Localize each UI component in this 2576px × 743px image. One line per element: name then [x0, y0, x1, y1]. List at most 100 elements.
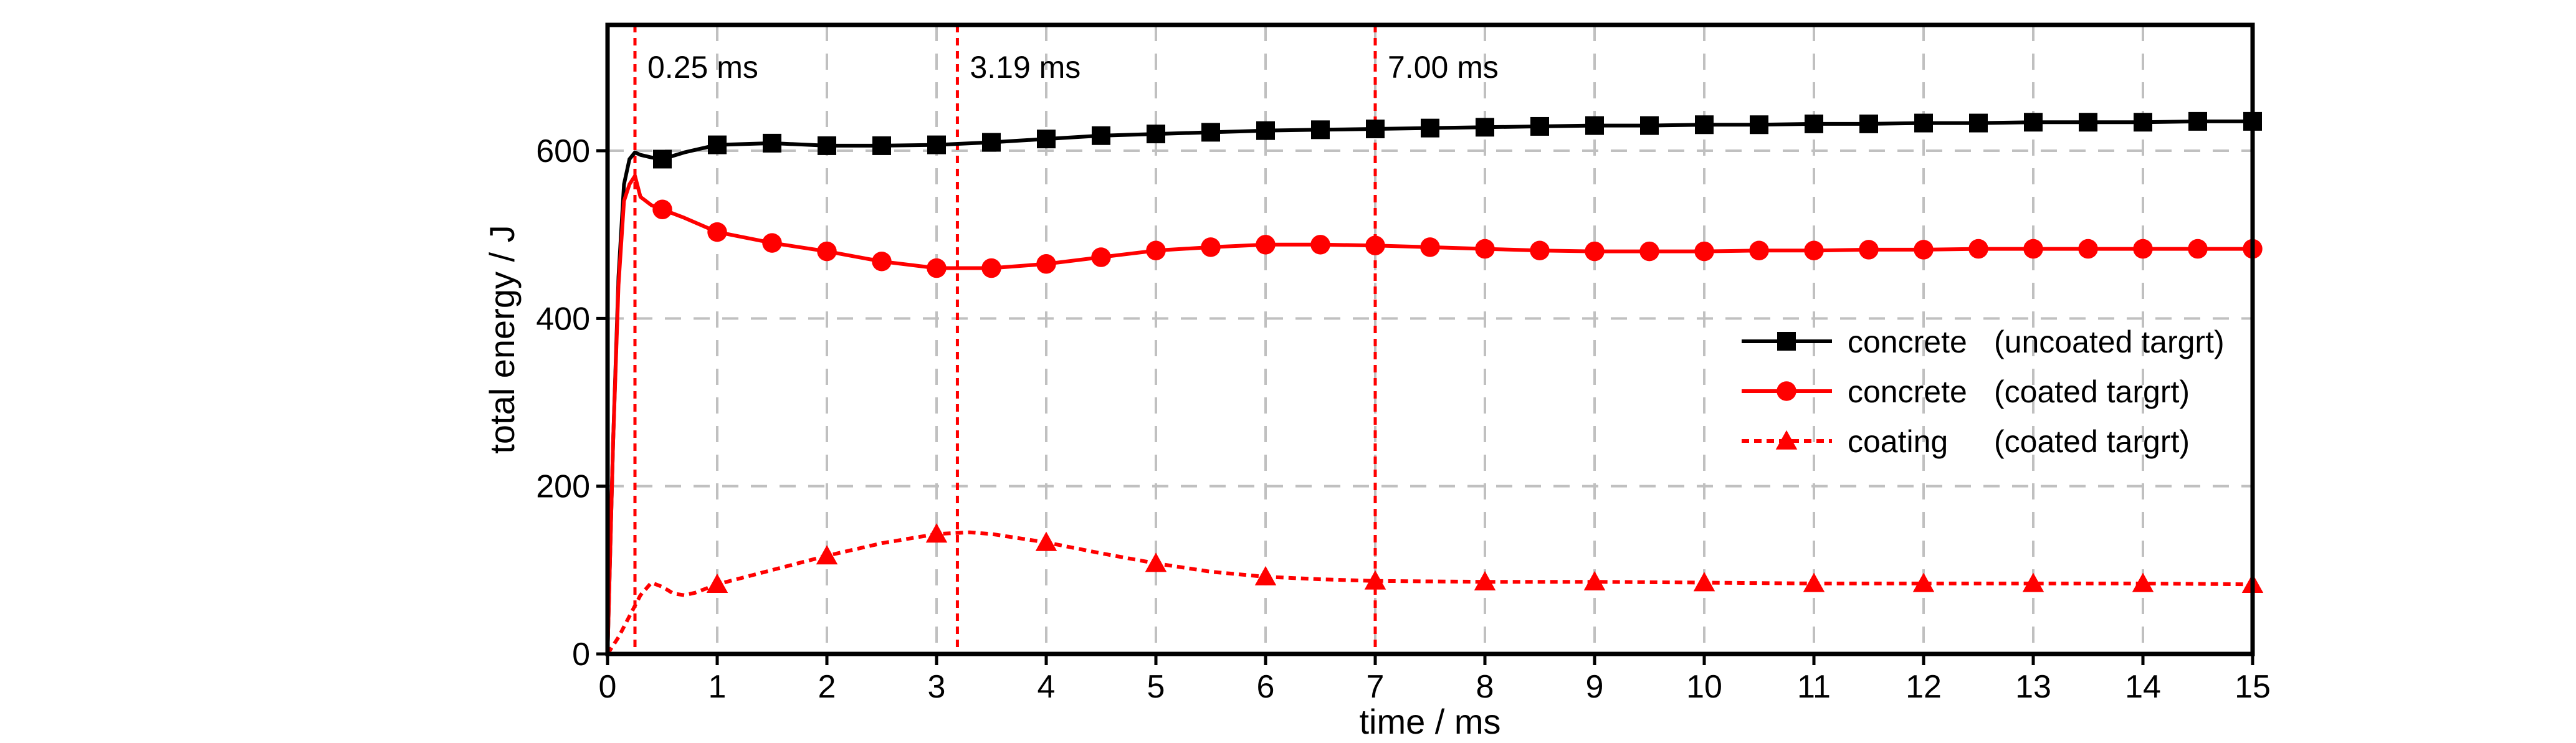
data-point-circle	[2023, 239, 2043, 259]
x-tick-label: 6	[1257, 669, 1275, 705]
annotation-label: 3.19 ms	[970, 50, 1080, 85]
data-point-square	[1201, 123, 1220, 142]
data-point-square	[982, 133, 1001, 152]
legend-series-detail: (uncoated targrt)	[1994, 324, 2225, 359]
data-point-circle	[762, 233, 782, 253]
data-point-square	[1037, 130, 1056, 149]
data-point-triangle	[706, 573, 728, 594]
annotation-label: 0.25 ms	[647, 50, 758, 85]
legend-series-name: coating	[1848, 424, 1948, 459]
data-point-square	[1914, 113, 1933, 133]
legend-series-detail: (coated targrt)	[1994, 374, 2190, 409]
data-point-circle	[1256, 235, 1276, 255]
data-point-square	[1750, 115, 1768, 135]
plot-frame	[605, 22, 2255, 656]
data-point-triangle	[1583, 570, 1606, 590]
data-point-circle	[2188, 239, 2208, 259]
x-tick-label: 14	[2125, 669, 2161, 705]
legend-series-name: concrete	[1848, 324, 1967, 359]
x-tick-label: 1	[708, 669, 727, 705]
x-tick-label: 2	[818, 669, 836, 705]
data-point-square	[1092, 126, 1110, 145]
data-point-circle	[1091, 247, 1111, 267]
series-2	[606, 523, 2264, 655]
data-point-circle	[1365, 235, 1385, 255]
data-point-square	[653, 149, 672, 169]
data-point-square	[1805, 114, 1823, 133]
data-point-circle	[1475, 239, 1495, 259]
legend-item: coating (coated targrt)	[1742, 424, 2190, 459]
series-layer	[606, 111, 2264, 655]
data-point-circle	[1914, 240, 1934, 260]
data-point-triangle	[2022, 572, 2044, 592]
data-point-circle	[1530, 240, 1550, 261]
series-0	[606, 111, 2262, 655]
data-point-circle	[1749, 240, 1769, 261]
x-tick-label: 9	[1586, 669, 1604, 705]
data-point-square	[1366, 119, 1385, 138]
x-tick-label: 8	[1476, 669, 1494, 705]
y-tick-label: 0	[572, 637, 590, 673]
data-point-square	[1530, 116, 1549, 136]
annotation-label: 7.00 ms	[1388, 50, 1499, 85]
data-point-triangle	[2132, 572, 2154, 592]
data-point-circle	[981, 258, 1001, 278]
x-tick-label: 7	[1367, 669, 1385, 705]
data-point-circle	[2078, 239, 2098, 259]
data-point-square	[1640, 116, 1659, 135]
data-point-square	[1476, 118, 1494, 137]
data-point-square	[1147, 125, 1165, 144]
data-point-square	[763, 133, 781, 153]
data-point-circle	[1694, 241, 1714, 262]
data-point-circle	[1804, 240, 1824, 261]
x-tick-label: 4	[1038, 669, 1056, 705]
data-point-circle	[1146, 240, 1166, 261]
data-point-square	[1585, 116, 1604, 135]
data-point-circle	[1036, 254, 1056, 274]
data-point-triangle	[1254, 566, 1277, 585]
data-point-circle	[817, 241, 837, 262]
data-point-square	[2024, 113, 2043, 132]
legend-series-name: concrete	[1848, 374, 1967, 409]
data-point-circle	[1777, 381, 1796, 401]
y-tick-label: 600	[536, 133, 590, 169]
data-point-circle	[1585, 241, 1605, 262]
x-tick-label: 3	[928, 669, 946, 705]
x-tick-label: 13	[2015, 669, 2051, 705]
legend-item: concrete (uncoated targrt)	[1742, 324, 2225, 359]
x-tick-label: 5	[1147, 669, 1165, 705]
data-point-square	[1421, 118, 1439, 138]
data-point-square	[1256, 121, 1275, 140]
data-point-circle	[1310, 235, 1330, 255]
data-point-square	[1695, 115, 1714, 135]
data-point-circle	[1420, 237, 1440, 257]
data-point-circle	[707, 222, 727, 242]
data-point-triangle	[816, 545, 838, 565]
data-point-circle	[872, 252, 892, 272]
data-point-square	[1311, 120, 1330, 140]
y-tick-label: 400	[536, 301, 590, 337]
data-point-triangle	[925, 523, 948, 543]
x-tick-label: 12	[1906, 669, 1942, 705]
legend-item: concrete (coated targrt)	[1742, 374, 2190, 409]
y-tick-label: 200	[536, 469, 590, 505]
data-point-square	[927, 135, 946, 154]
legend: concrete (uncoated targrt) concrete (coated…	[1742, 324, 2225, 459]
data-point-circle	[652, 199, 672, 220]
data-point-square	[1859, 114, 1878, 133]
data-point-square	[872, 136, 891, 155]
data-point-square	[1777, 332, 1796, 351]
data-point-triangle	[1775, 430, 1798, 450]
data-point-triangle	[1145, 552, 1167, 572]
data-point-triangle	[1803, 572, 1825, 592]
data-point-circle	[1201, 237, 1221, 257]
data-point-triangle	[1693, 572, 1715, 592]
x-tick-label: 11	[1797, 669, 1831, 705]
data-point-square	[708, 135, 727, 154]
data-point-square	[2134, 113, 2152, 132]
data-point-circle	[1859, 240, 1879, 260]
x-tick-label: 15	[2235, 669, 2271, 705]
data-point-triangle	[1474, 570, 1496, 590]
data-point-circle	[1968, 239, 1988, 259]
